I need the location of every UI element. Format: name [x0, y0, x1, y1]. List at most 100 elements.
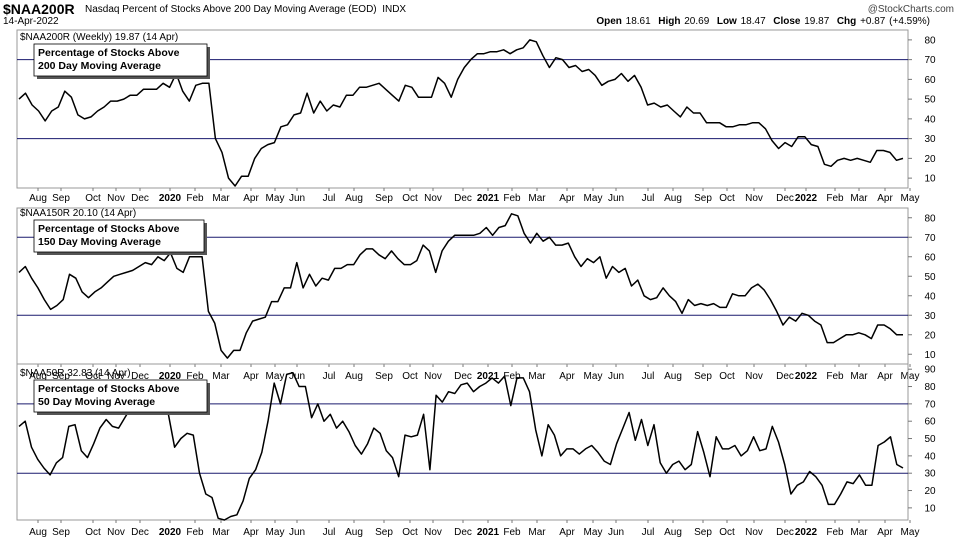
- chart-panel-3: 10 20 30 40 50 60 70 80 90 $NAA50R 32.83 (14 Apr)…: [16, 363, 936, 538]
- x-tick-label: Oct: [719, 193, 735, 204]
- x-tick-label: May: [584, 371, 603, 382]
- y-tick-label: 50: [924, 272, 936, 283]
- x-tick-label: Mar: [528, 371, 546, 382]
- open-value: 18.61: [625, 16, 651, 27]
- x-tick-label: 2020: [159, 527, 182, 538]
- x-tick-label: Nov: [107, 371, 125, 382]
- x-tick-label: Jul: [323, 193, 336, 204]
- x-tick-label: May: [266, 527, 285, 538]
- x-tick-label: Sep: [52, 371, 70, 382]
- x-tick-label: Dec: [776, 527, 794, 538]
- x-tick-label: Apr: [559, 193, 575, 204]
- x-tick-label: May: [584, 527, 603, 538]
- x-tick-label: Dec: [131, 193, 149, 204]
- x-tick-label: Oct: [402, 371, 418, 382]
- annotation-box: [33, 379, 208, 413]
- x-tick-label: Sep: [52, 527, 70, 538]
- x-tick-label: Mar: [528, 193, 546, 204]
- y-tick-label: 50: [924, 434, 936, 445]
- y-tick-label: 70: [924, 399, 936, 410]
- exchange-text: INDX: [382, 4, 407, 15]
- panel-label: $NAA200R (Weekly) 19.87 (14 Apr): [20, 32, 178, 43]
- y-tick-label: 40: [924, 291, 936, 302]
- x-tick-label: Sep: [694, 193, 712, 204]
- x-tick-label: Dec: [776, 371, 794, 382]
- chart-header: $NAA200R Nasdaq Percent of Stocks Above …: [0, 0, 960, 30]
- chg-label: Chg: [836, 16, 857, 27]
- x-tick-label: Jul: [642, 193, 655, 204]
- x-tick-label: May: [901, 193, 920, 204]
- x-tick-label: Jun: [608, 371, 624, 382]
- x-tick-label: Sep: [52, 193, 70, 204]
- annotation-line: 150 Day Moving Average: [38, 236, 161, 248]
- y-tick-label: 40: [924, 451, 936, 462]
- stockcharts-logo[interactable]: @StockCharts.com: [867, 4, 954, 15]
- x-tick-label: 2022: [795, 527, 818, 538]
- x-tick-label: Jul: [642, 527, 655, 538]
- x-tick-label: Dec: [776, 193, 794, 204]
- x-tick-label: Dec: [454, 193, 472, 204]
- chart-date: 14-Apr-2022: [3, 16, 59, 27]
- x-tick-label: Apr: [243, 371, 259, 382]
- x-tick-label: Jul: [323, 527, 336, 538]
- close-value: 19.87: [804, 16, 830, 27]
- y-tick-label: 30: [924, 311, 936, 322]
- x-tick-label: Jul: [323, 371, 336, 382]
- x-tick-label: Nov: [424, 527, 442, 538]
- y-tick-label: 50: [924, 95, 936, 106]
- x-tick-label: Feb: [503, 193, 521, 204]
- x-tick-label: Mar: [528, 527, 546, 538]
- x-tick-label: May: [901, 371, 920, 382]
- x-tick-label: Jun: [289, 193, 305, 204]
- x-tick-label: Apr: [243, 193, 259, 204]
- x-tick-label: Apr: [559, 371, 575, 382]
- high-value: 20.69: [684, 16, 710, 27]
- x-tick-label: Aug: [29, 193, 47, 204]
- low-label: Low: [716, 16, 737, 27]
- annotation-line: 50 Day Moving Average: [38, 396, 155, 408]
- x-tick-label: Aug: [345, 527, 363, 538]
- x-tick-label: 2022: [795, 193, 818, 204]
- x-tick-label: Feb: [186, 193, 204, 204]
- y-tick-label: 60: [924, 252, 936, 263]
- x-tick-label: Mar: [850, 527, 868, 538]
- x-tick-label: Aug: [345, 371, 363, 382]
- x-tick-label: 2020: [159, 193, 182, 204]
- x-tick-label: Apr: [877, 193, 893, 204]
- y-tick-label: 90: [924, 365, 936, 376]
- x-tick-label: Nov: [424, 371, 442, 382]
- x-tick-label: Dec: [131, 527, 149, 538]
- x-tick-label: Dec: [454, 371, 472, 382]
- annotation-line: Percentage of Stocks Above: [38, 223, 180, 235]
- low-value: 18.47: [740, 16, 766, 27]
- y-tick-label: 40: [924, 114, 936, 125]
- x-tick-label: Feb: [826, 527, 844, 538]
- x-tick-label: Apr: [243, 527, 259, 538]
- y-tick-label: 10: [924, 350, 936, 361]
- x-tick-label: Aug: [345, 193, 363, 204]
- x-tick-label: Dec: [131, 371, 149, 382]
- x-tick-label: Apr: [877, 527, 893, 538]
- x-tick-label: Aug: [664, 371, 682, 382]
- x-tick-label: Nov: [745, 193, 763, 204]
- x-tick-label: Apr: [877, 371, 893, 382]
- x-tick-label: Sep: [375, 371, 393, 382]
- high-label: High: [658, 16, 681, 27]
- annotation-line: Percentage of Stocks Above: [38, 383, 180, 395]
- x-tick-label: Oct: [719, 371, 735, 382]
- close-label: Close: [773, 16, 801, 27]
- x-tick-label: Jun: [289, 527, 305, 538]
- x-tick-label: May: [584, 193, 603, 204]
- x-tick-label: Jun: [608, 193, 624, 204]
- x-tick-label: Oct: [402, 193, 418, 204]
- annotation-line: 200 Day Moving Average: [38, 60, 161, 72]
- x-tick-label: Oct: [719, 527, 735, 538]
- annotation-line: Percentage of Stocks Above: [38, 47, 180, 59]
- x-tick-label: Oct: [85, 527, 101, 538]
- x-tick-label: Nov: [107, 193, 125, 204]
- x-tick-label: Oct: [402, 527, 418, 538]
- x-tick-label: Feb: [503, 527, 521, 538]
- x-tick-label: Aug: [29, 371, 47, 382]
- x-tick-label: Dec: [454, 527, 472, 538]
